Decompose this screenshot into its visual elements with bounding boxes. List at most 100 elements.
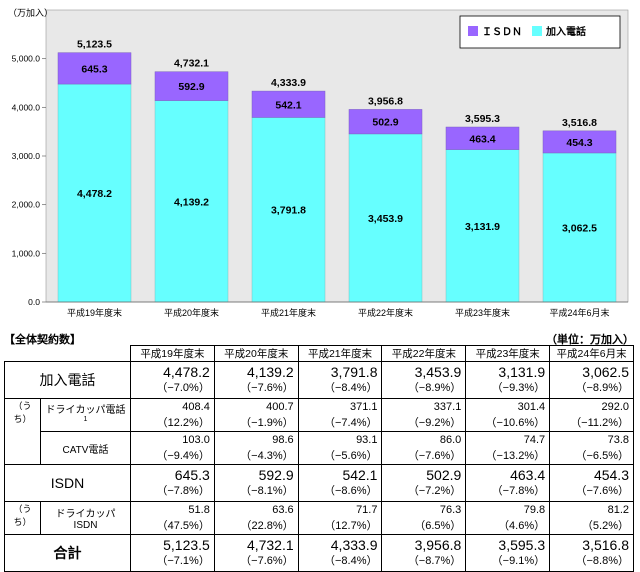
isdn-value: 645.3 — [174, 467, 210, 483]
total-label: 合計 — [53, 545, 82, 561]
dry_phone-value: 337.1 — [433, 401, 462, 413]
dry_phone-change: （−10.6%） — [485, 417, 546, 429]
dry_phone-value: 292.0 — [601, 401, 629, 413]
y-tick-label: 4,000.0 — [12, 102, 41, 112]
phone-value: 4,478.2 — [163, 364, 210, 380]
legend-swatch-isdn — [468, 26, 478, 36]
row-label-catv: CATV電話 — [40, 431, 131, 465]
isdn-value-label: 454.3 — [566, 137, 592, 149]
column-header: 平成24年6月末 — [549, 345, 634, 362]
dry_isdn-value: 63.6 — [272, 504, 294, 516]
dry_isdn-value: 71.7 — [356, 504, 378, 516]
dry_isdn-value-cell: 51.8 （47.5%） — [130, 501, 215, 535]
total-change: （−8.8%） — [575, 555, 630, 567]
dry_phone-change: （12.2%） — [156, 417, 210, 429]
dry_phone-change: （−9.2%） — [407, 417, 462, 429]
uchi-label: （うち） — [4, 501, 41, 535]
bar-phone — [251, 117, 326, 303]
total-value-label: 3,595.3 — [465, 113, 500, 125]
column-header: 平成19年度末 — [130, 345, 215, 362]
total-value-cell: 3,595.3 （−9.1%） — [465, 534, 551, 572]
bar-phone — [348, 133, 423, 303]
isdn-change: （−7.6%） — [575, 485, 630, 497]
column-header: 平成23年度末 — [465, 345, 551, 362]
dry_isdn-change: （4.6%） — [498, 520, 546, 532]
row-label-total: 合計 — [4, 534, 131, 572]
phone-value: 3,791.8 — [330, 364, 378, 380]
x-tick-label: 平成23年度末 — [455, 307, 510, 318]
dry_isdn-value-cell: 79.8 （4.6%） — [465, 501, 551, 535]
dry_phone-value-cell: 400.7 （−1.9%） — [213, 398, 299, 432]
isdn-value-label: 463.4 — [469, 133, 495, 145]
total-value: 3,516.8 — [582, 537, 629, 553]
isdn-change: （−7.8%） — [491, 485, 546, 497]
catv-change: （−9.4%） — [156, 450, 210, 462]
total-value-cell: 5,123.5 （−7.1%） — [130, 534, 215, 572]
bar-isdn — [542, 130, 617, 154]
total-value: 5,123.5 — [163, 537, 210, 553]
phone-value: 3,453.9 — [414, 364, 462, 380]
y-tick-label: 5,000.0 — [12, 54, 41, 64]
isdn-value-label: 645.3 — [81, 63, 107, 75]
header-blank — [4, 345, 131, 362]
column-header: 平成22年度末 — [381, 345, 467, 362]
catv-value-cell: 86.0 （−7.6%） — [381, 431, 467, 465]
isdn-value-label: 502.9 — [372, 117, 398, 129]
row-label-dry-isdn: ドライカッパISDN — [40, 501, 131, 535]
dry_isdn-value-cell: 76.3 （6.5%） — [381, 501, 467, 535]
x-tick-label: 平成21年度末 — [261, 307, 316, 318]
dry_isdn-value: 81.2 — [607, 504, 629, 516]
catv-change: （−4.3%） — [240, 450, 294, 462]
dry_isdn-value: 76.3 — [439, 504, 462, 516]
uchi-text: （うち） — [13, 504, 32, 527]
isdn-value-cell: 502.9 （−7.2%） — [381, 464, 467, 502]
phone-value-label: 3,062.5 — [562, 222, 597, 234]
dry_phone-change: （−11.2%） — [570, 417, 629, 429]
subscriptions-table: 平成19年度末 平成20年度末 平成21年度末 平成22年度末 平成23年度末 平成24年… — [4, 345, 634, 572]
total-value-label: 3,956.8 — [368, 95, 403, 107]
phone-value-cell: 4,478.2 （−7.0%） — [130, 361, 215, 399]
bar-phone — [57, 83, 132, 303]
dry_isdn-value-cell: 71.7 （12.7%） — [297, 501, 383, 535]
total-change: （−9.1%） — [491, 555, 546, 567]
phone-value-cell: 3,131.9 （−9.3%） — [465, 361, 551, 399]
catv-value: 93.1 — [356, 434, 378, 446]
phone-value-label: 3,791.8 — [271, 205, 306, 217]
total-value: 3,956.8 — [414, 537, 462, 553]
phone-change: （−8.4%） — [323, 382, 378, 394]
isdn-value-cell: 645.3 （−7.8%） — [130, 464, 215, 502]
isdn-change: （−7.2%） — [407, 485, 462, 497]
total-change: （−7.1%） — [156, 555, 210, 567]
dry_phone-value-cell: 371.1 （−7.4%） — [297, 398, 383, 432]
dry_isdn-value-cell: 63.6 （22.8%） — [213, 501, 299, 535]
isdn-value-cell: 454.3 （−7.6%） — [549, 464, 634, 502]
y-tick-label: 3,000.0 — [12, 151, 41, 161]
y-tick-label: 1,000.0 — [12, 248, 41, 258]
phone-value-cell: 3,062.5 （−8.9%） — [549, 361, 634, 399]
catv-value-cell: 93.1 （−5.6%） — [297, 431, 383, 465]
isdn-change: （−7.8%） — [156, 485, 210, 497]
column-header: 平成21年度末 — [297, 345, 383, 362]
catv-value: 86.0 — [439, 434, 462, 446]
dry_phone-value: 371.1 — [349, 401, 378, 413]
footnote-marker: 1 — [83, 416, 88, 424]
total-value: 3,595.3 — [498, 537, 546, 553]
phone-change: （−8.9%） — [575, 382, 630, 394]
catv-value: 103.0 — [182, 434, 210, 446]
total-change: （−7.6%） — [240, 555, 294, 567]
bar-phone — [154, 100, 229, 303]
catv-value: 73.8 — [607, 434, 629, 446]
bar-isdn — [251, 90, 326, 118]
legend-swatch-phone — [532, 26, 542, 36]
dry_isdn-change: （47.5%） — [156, 520, 210, 532]
y-tick-label: 2,000.0 — [12, 200, 41, 210]
plot-area — [45, 9, 629, 303]
phone-value: 3,062.5 — [582, 364, 629, 380]
isdn-value-label: 542.1 — [275, 99, 301, 111]
isdn-label: ISDN — [50, 475, 85, 491]
total-value-label: 5,123.5 — [77, 39, 112, 51]
phone-value-cell: 3,791.8 （−8.4%） — [297, 361, 383, 399]
total-value-label: 4,333.9 — [271, 77, 306, 89]
dry_isdn-value: 79.8 — [523, 504, 546, 516]
legend-box — [459, 15, 621, 49]
